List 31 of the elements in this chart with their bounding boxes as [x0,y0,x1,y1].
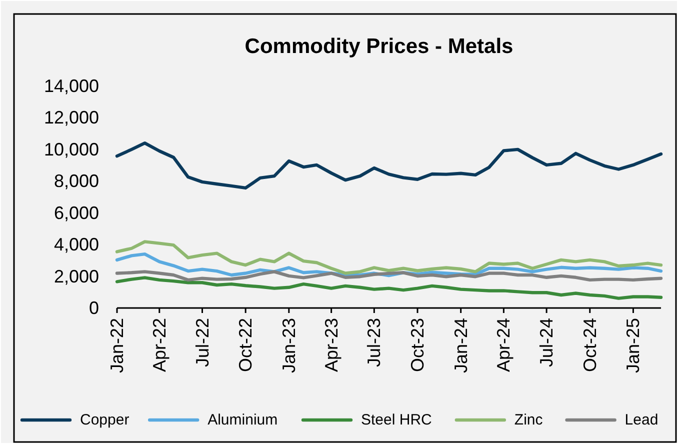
y-tick-label: 0 [88,298,99,318]
y-tick-label: 6,000 [54,202,99,223]
x-tick-label: Jan-25 [623,318,644,374]
line-series [115,240,663,275]
x-tick-label: Jan-22 [107,318,127,374]
legend-label: Zinc [514,412,544,428]
x-tick-label: Jan-23 [278,318,299,374]
x-tick-label: Oct-22 [236,318,256,372]
y-tick-label: 10,000 [44,139,99,160]
line-series [115,141,663,190]
x-tick-label: Apr-24 [494,318,514,372]
legend-label: Lead [624,412,658,428]
legend-label: Steel HRC [361,412,432,428]
legend-label: Copper [80,412,130,428]
y-tick-label: 4,000 [54,234,99,255]
x-tick-label: Oct-23 [407,318,428,372]
x-tick-label: Jan-24 [450,318,471,374]
x-tick-label: Apr-22 [149,318,170,372]
x-tick-label: Oct-24 [580,318,600,372]
x-tick-label: Jul-22 [192,318,212,368]
x-tick-label: Jul-23 [364,318,384,368]
chart-title: Commodity Prices - Metals [244,35,514,58]
y-tick-label: 8,000 [54,171,99,192]
x-tick-label: Apr-23 [321,318,342,372]
y-tick-label: 12,000 [44,108,99,128]
y-tick-label: 2,000 [54,266,99,286]
legend-label: Aluminium [208,412,278,428]
line-series [115,270,663,282]
y-tick-label: 14,000 [44,76,99,96]
x-tick-label: Jul-24 [536,318,557,368]
line-series [115,276,663,300]
